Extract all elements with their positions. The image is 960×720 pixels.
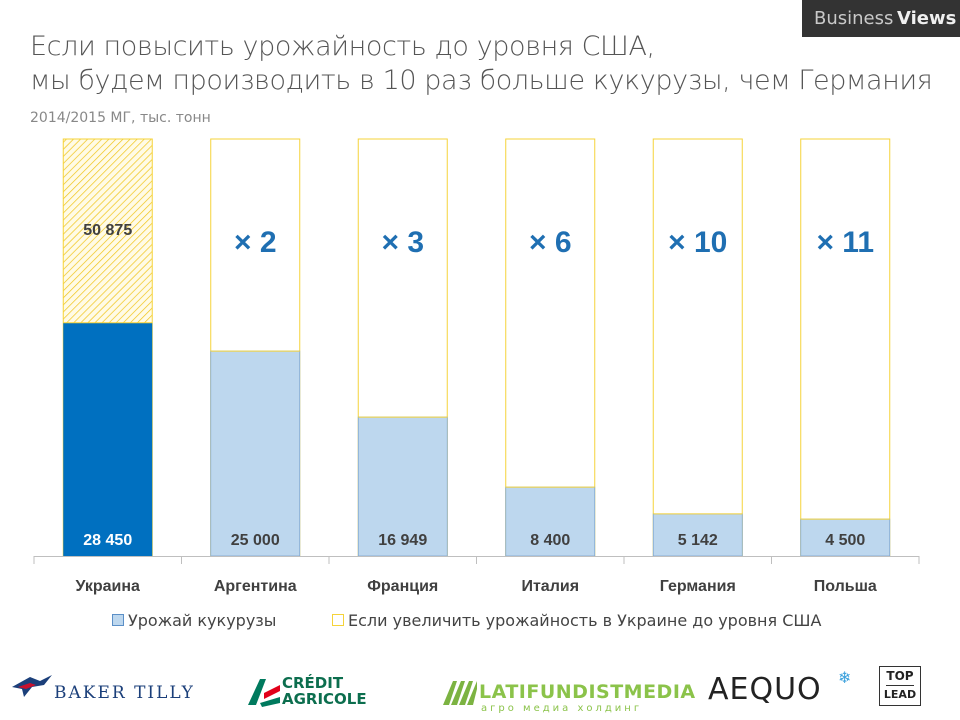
credit-agricole-logo: CRÉDIT AGRICOLE <box>246 675 367 711</box>
credit-agricole-emblem-icon <box>248 679 280 707</box>
data-label: 16 949 <box>378 532 427 549</box>
harvest-bar <box>652 513 743 557</box>
title-line-2: мы будем производить в 10 раз больше кук… <box>30 65 933 96</box>
latifundist-subtext: агро медиа холдинг <box>481 703 643 714</box>
legend-label-potential: Если увеличить урожайность в Украине до … <box>348 611 822 630</box>
x-tick-label: Италия <box>521 578 579 595</box>
bars-layer: 28 450 50 875 Украина 25 000 × 2 Аргентина 16 … <box>33 138 920 595</box>
multiplier-label: × 6 <box>529 226 572 259</box>
x-tick-label: Германия <box>660 578 736 595</box>
data-label: 5 142 <box>678 532 718 549</box>
multiplier-label: × 3 <box>381 226 424 259</box>
brand-part-1: Business <box>814 8 894 29</box>
businessviews-logo: Business Views <box>802 0 960 37</box>
credit-line-2: AGRICOLE <box>282 690 367 708</box>
credit-agricole-text: CRÉDIT AGRICOLE <box>282 675 367 707</box>
latifundist-text: LATIFUNDISTMEDIA <box>479 681 696 703</box>
x-tick-label: Польша <box>814 578 877 595</box>
data-label: 25 000 <box>231 532 280 549</box>
potential-label: 50 875 <box>83 222 132 239</box>
title-line-1: Если повысить урожайность до уровня США, <box>30 31 655 62</box>
harvest-bar <box>505 486 596 557</box>
multiplier-label: × 11 <box>816 226 874 259</box>
potential-bar <box>652 138 743 557</box>
data-label: 4 500 <box>825 532 865 549</box>
snowflake-icon: ❄ <box>838 668 852 687</box>
harvest-bar <box>357 416 448 557</box>
toplead-divider <box>886 685 914 686</box>
page-title: Если повысить урожайность до уровня США,… <box>30 30 933 98</box>
credit-line-1: CRÉDIT <box>282 674 344 692</box>
latifundist-logo: LATIFUNDISTMEDIA агро медиа холдинг <box>443 681 695 714</box>
bar-chart: 28 450 50 875 Украина 25 000 × 2 Аргентина 16 … <box>33 138 920 595</box>
slide <box>0 0 960 660</box>
legend-label-harvest: Урожай кукурузы <box>128 611 277 630</box>
toplead-logo: TOP LEAD <box>879 666 921 706</box>
aequo-logo: AEQUO ❄ <box>708 668 851 707</box>
potential-bar <box>505 138 596 557</box>
legend-item-harvest: Урожай кукурузы <box>112 611 276 630</box>
legend-swatch-potential <box>332 613 344 626</box>
x-tick-label: Украина <box>76 578 141 595</box>
x-tick-label: Франция <box>367 578 438 595</box>
harvest-bar <box>210 350 301 557</box>
data-label: 8 400 <box>530 532 570 549</box>
data-label: 28 450 <box>83 532 132 549</box>
legend-item-potential: Если увеличить урожайность в Украине до … <box>332 611 821 630</box>
chart-subtitle: 2014/2015 МГ, тыс. тонн <box>30 110 211 126</box>
multiplier-label: × 10 <box>668 226 727 259</box>
baker-tilly-logo: BAKER TILLY <box>10 673 193 703</box>
aequo-text: AEQUO <box>708 672 822 707</box>
multiplier-label: × 2 <box>234 226 277 259</box>
baker-tilly-bird-icon <box>12 675 52 697</box>
legend-swatch-harvest <box>112 613 124 626</box>
baker-tilly-text: BAKER TILLY <box>54 683 195 703</box>
x-tick-label: Аргентина <box>214 578 297 595</box>
potential-bar <box>800 138 891 557</box>
harvest-bar <box>63 322 153 556</box>
sponsor-logos: BAKER TILLY CRÉDIT AGRICOLE LATIFUNDISTM… <box>0 660 960 720</box>
brand-part-2: Views <box>897 8 957 29</box>
toplead-line-1: TOP <box>886 669 914 683</box>
toplead-line-2: LEAD <box>883 688 917 701</box>
field-stripes-icon <box>443 681 477 705</box>
